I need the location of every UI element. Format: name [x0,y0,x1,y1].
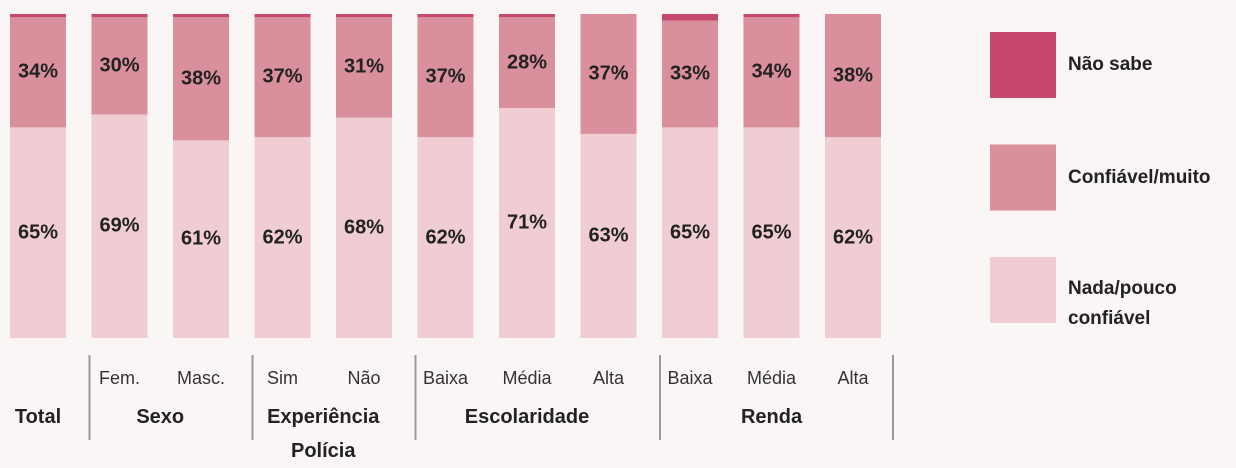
bar-segment [825,14,881,138]
data-label: 69% [99,214,140,237]
data-label: 63% [588,224,629,247]
bar-segment [10,127,66,339]
data-label: 37% [588,62,629,85]
bar-segment [825,137,881,338]
bar-segment [417,17,474,138]
bar-segment [336,14,392,18]
legend-swatch [990,257,1056,323]
bar-segment [91,114,148,338]
bar-segment [499,17,555,108]
legend-label: Confiável/muito [1068,166,1211,188]
legend-swatch [990,32,1056,98]
data-label: 62% [262,226,303,249]
bar-segment [10,14,66,18]
data-label: 62% [832,226,874,249]
bar-segment [580,133,637,338]
x-tick-label: Fem. [98,368,141,388]
bar-segment [10,17,66,128]
group-label: Escolaridade [464,406,590,428]
data-label: 28% [506,51,548,74]
legend-label: Nada/pouco confiável [1068,278,1177,329]
data-label: 37% [425,65,466,88]
group-label: Total [14,406,62,428]
data-label: 31% [343,55,385,78]
bar-segment [173,14,229,18]
data-label: 71% [506,211,548,234]
data-label: 62% [425,226,466,249]
x-tick-label: Alta [837,368,869,388]
legend-label: Não sabe [1068,54,1153,75]
bar-segment [254,137,311,338]
bar-segment [173,17,229,141]
bar-segment [254,14,311,18]
bar-segment [173,140,229,338]
x-tick-label: Média [502,368,552,388]
x-tick-label: Sim [267,368,298,388]
bar-segment [743,14,800,18]
bar-segment [336,117,392,339]
group-label: Experiência Polícia [267,406,380,462]
data-label: 65% [17,221,59,244]
x-tick-label: Masc. [176,368,226,388]
bar-segment [580,14,637,134]
bar-segment [499,107,555,339]
bar-segment [743,127,800,339]
bar-segment [662,14,718,21]
group-label: Sexo [136,406,185,428]
x-tick-label: Baixa [422,368,469,388]
bar-segment [254,17,311,138]
legend-swatch [990,144,1056,211]
bar-segment [336,17,392,118]
data-label: 61% [180,227,222,250]
bar-segment [662,127,718,339]
data-label: 34% [17,60,59,83]
bar-segment [662,20,718,128]
data-label: 65% [669,221,711,244]
bar-segment [743,17,800,128]
data-label: 30% [99,54,140,77]
data-label: 38% [832,64,874,87]
bar-segment [91,14,148,18]
bar-segment [417,137,474,338]
data-label: 34% [751,60,792,83]
x-tick-label: Média [746,368,797,388]
x-tick-label: Alta [592,368,625,388]
bar-segment [417,14,474,18]
data-label: 33% [669,62,711,85]
x-tick-label: Baixa [667,368,713,388]
bar-segment [499,14,555,18]
data-label: 37% [262,65,303,88]
data-label: 65% [751,221,792,244]
data-label: 38% [180,67,222,90]
bar-segment [91,17,148,115]
data-label: 68% [343,216,385,239]
x-tick-label: Não [347,368,381,388]
group-label: Renda [740,406,803,428]
